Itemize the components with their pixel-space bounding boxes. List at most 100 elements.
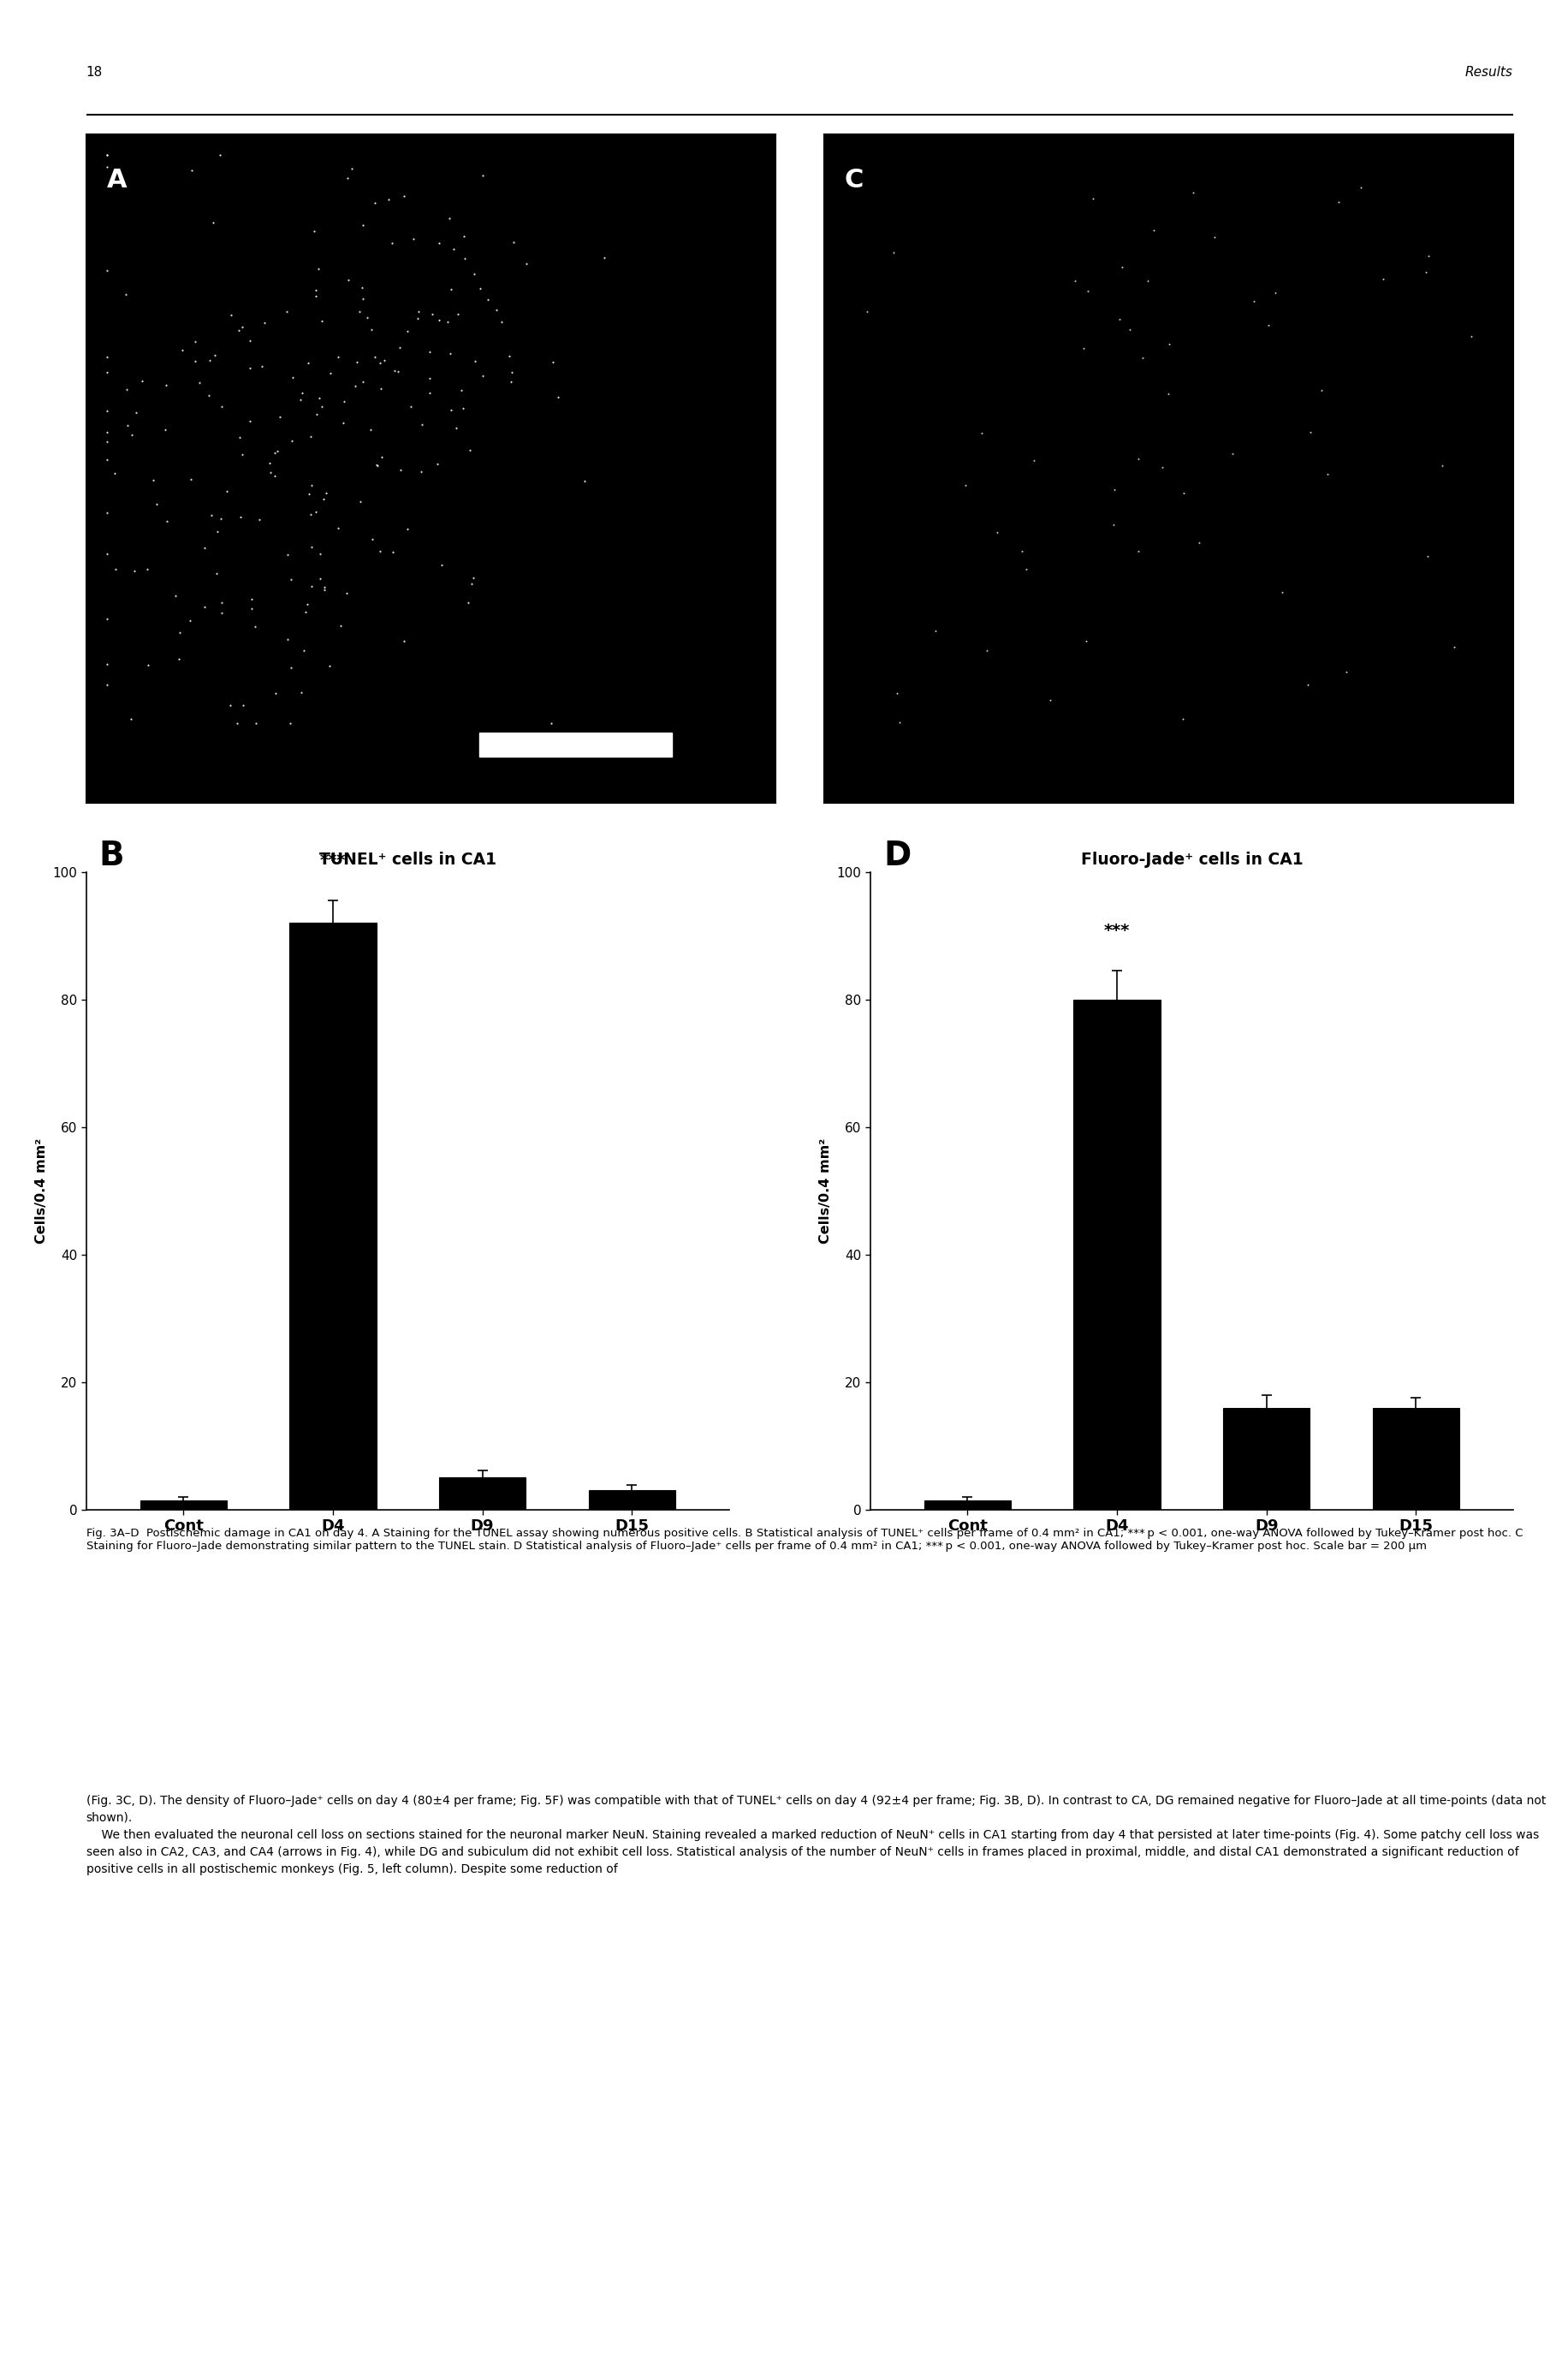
Point: [448, 371, 474, 409]
Point: [475, 280, 500, 318]
Point: [298, 527, 323, 565]
Point: [243, 703, 268, 741]
Point: [1156, 375, 1181, 413]
Point: [144, 485, 169, 523]
Point: [1370, 259, 1396, 297]
Point: [855, 292, 880, 330]
Point: [336, 261, 361, 299]
Point: [347, 292, 372, 330]
Point: [202, 335, 227, 373]
Point: [331, 383, 356, 421]
Point: [499, 364, 524, 402]
Point: [114, 406, 140, 444]
Text: B: B: [99, 839, 124, 872]
Point: [94, 646, 119, 684]
Point: [278, 703, 303, 741]
Point: [227, 418, 252, 456]
Point: [198, 342, 223, 380]
Point: [1414, 252, 1439, 290]
Point: [409, 406, 434, 444]
Point: [278, 561, 303, 599]
Point: [229, 499, 254, 537]
Point: [456, 584, 481, 623]
Point: [350, 280, 375, 318]
Point: [1102, 470, 1127, 508]
Point: [348, 482, 373, 520]
Point: [405, 299, 430, 337]
Point: [1135, 261, 1160, 299]
Point: [263, 675, 289, 713]
Point: [1348, 169, 1374, 207]
Point: [94, 413, 119, 451]
Bar: [588, 1490, 676, 1509]
Point: [1314, 456, 1339, 494]
Point: [328, 606, 353, 644]
Point: [102, 454, 127, 492]
Point: [230, 687, 256, 725]
Point: [392, 623, 417, 661]
Point: [312, 568, 337, 606]
Point: [193, 587, 218, 625]
Point: [434, 304, 459, 342]
Title: TUNEL⁺ cells in CA1: TUNEL⁺ cells in CA1: [318, 853, 495, 867]
Point: [118, 701, 143, 739]
Point: [450, 390, 475, 428]
Point: [229, 435, 254, 473]
Point: [94, 599, 119, 637]
Point: [342, 368, 367, 406]
Point: [453, 240, 478, 278]
Point: [359, 311, 384, 349]
Point: [485, 290, 510, 328]
Text: 18: 18: [86, 67, 103, 78]
Point: [368, 371, 394, 409]
Point: [383, 352, 408, 390]
Point: [439, 271, 464, 309]
Point: [318, 354, 343, 392]
Point: [274, 620, 299, 658]
Point: [364, 447, 389, 485]
Point: [94, 354, 119, 392]
Point: [299, 466, 325, 504]
Bar: [1223, 1407, 1309, 1509]
Text: (Fig. 3C, D). The density of Fluoro–Jade⁺ cells on day 4 (80±4 per frame; Fig. 5: (Fig. 3C, D). The density of Fluoro–Jade…: [86, 1794, 1546, 1875]
Point: [417, 359, 442, 397]
Point: [461, 254, 486, 292]
Point: [1014, 551, 1040, 589]
Point: [326, 337, 351, 375]
Point: [1430, 447, 1455, 485]
Point: [1327, 183, 1352, 221]
Point: [381, 532, 406, 570]
Point: [1295, 665, 1320, 703]
Point: [367, 345, 392, 383]
Point: [1242, 283, 1267, 321]
Point: [1460, 318, 1485, 356]
Point: [274, 292, 299, 330]
Point: [279, 423, 304, 461]
Point: [177, 601, 202, 639]
Point: [304, 278, 329, 316]
Point: [196, 378, 221, 416]
Point: [461, 558, 486, 596]
Point: [243, 608, 268, 646]
Point: [238, 589, 263, 627]
Text: ***: ***: [320, 853, 347, 870]
Text: Results: Results: [1466, 67, 1513, 78]
Point: [538, 703, 563, 741]
Point: [265, 432, 290, 470]
Point: [310, 302, 336, 340]
Point: [229, 309, 254, 347]
Point: [299, 568, 325, 606]
Point: [289, 672, 314, 710]
Point: [500, 223, 525, 261]
Point: [1309, 371, 1334, 409]
Point: [240, 580, 265, 618]
Point: [365, 447, 390, 485]
Point: [94, 423, 119, 461]
Point: [417, 373, 442, 411]
Point: [295, 345, 320, 383]
Point: [191, 530, 216, 568]
Point: [334, 575, 359, 613]
Point: [379, 223, 405, 261]
Point: [210, 387, 235, 425]
Point: [304, 492, 329, 530]
